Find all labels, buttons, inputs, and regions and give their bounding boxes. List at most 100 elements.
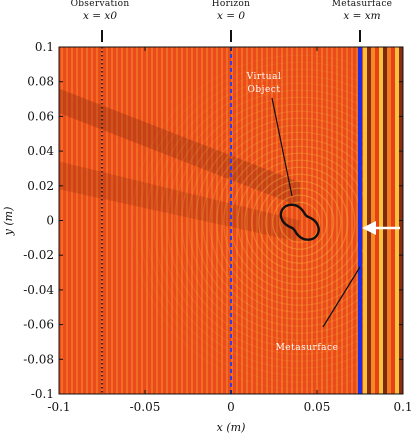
metasurface-leader [322,266,361,328]
virtual-object-leader [271,97,293,197]
wave-stripe [206,47,208,394]
wave-stripe [221,47,223,394]
virtual-object-label-line2: Object [248,85,281,95]
wave-stripe [196,47,198,394]
scatter-ring [258,180,342,264]
scatter-ring [167,89,403,355]
wave-stripe [351,47,353,394]
scatter-ring [181,103,403,341]
scatter-ring [272,194,328,250]
wave-stripe [216,47,218,394]
y-tick-label: 0.08 [27,75,54,89]
wave-stripe [186,47,188,394]
wave-stripe [271,47,273,394]
wave-stripe [91,47,93,394]
wave-stripe [296,47,298,394]
scatter-ring [188,110,403,334]
shadow-beam-upper [59,88,300,207]
virtual-object-label-line1: Virtual [246,72,282,82]
y-tick-label: 0.04 [27,144,54,158]
wave-stripe [336,47,338,394]
scatter-ring [146,68,403,376]
y-axis-label: y (m) [2,207,15,237]
wave-stripe [156,47,158,394]
wave-stripe [71,47,73,394]
transmitted-band [391,47,395,394]
wave-stripe [146,47,148,394]
wave-stripe [181,47,183,394]
wave-stripe [171,47,173,394]
metasurface-annotation: Metasurface [276,343,339,353]
scatter-ring [195,117,403,327]
y-tick-label: -0.04 [23,283,54,297]
wave-stripe [266,47,268,394]
y-tick-label: -0.1 [31,387,54,401]
scatter-ring [244,166,356,278]
scatter-ring [139,61,403,383]
y-tick-label: 0.06 [27,109,54,123]
wave-stripe [141,47,143,394]
wave-stripe [276,47,278,394]
wave-stripe [176,47,178,394]
vertical-markers [101,30,362,394]
wave-stripe [116,47,118,394]
y-tick-label: 0.02 [27,179,54,193]
y-tick-label: 0.1 [35,40,54,54]
wave-stripe [251,47,253,394]
wave-stripe [241,47,243,394]
scatter-ring [160,82,403,362]
wave-stripe [136,47,138,394]
scatter-ring [153,75,403,369]
wave-stripe [76,47,78,394]
observation-subtitle: x = x0 [83,10,117,22]
wave-stripe [261,47,263,394]
wave-stripe [166,47,168,394]
wave-stripe [211,47,213,394]
observation-title: Observation [71,0,130,9]
y-tick-label: 0 [46,214,54,228]
wave-stripe [356,47,358,394]
transmitted-band [367,47,371,394]
metasurface-subtitle: x = xm [343,10,380,22]
wave-stripe [126,47,128,394]
virtual-object-outline [279,203,320,241]
wave-stripe [131,47,133,394]
wave-stripe [326,47,328,394]
transmitted-band [363,47,367,394]
wave-stripe [346,47,348,394]
wave-stripe [201,47,203,394]
wave-stripe [191,47,193,394]
scatter-ring [265,187,335,257]
wave-stripe [246,47,248,394]
horizon-subtitle: x = 0 [217,10,245,22]
transmitted-band [375,47,379,394]
wave-stripe [151,47,153,394]
scatter-ring [132,54,403,390]
y-tick-label: -0.06 [23,318,54,332]
wave-stripe [111,47,113,394]
transmitted-band [383,47,387,394]
wave-stripe [306,47,308,394]
wave-stripe [321,47,323,394]
wave-stripe [256,47,258,394]
wave-stripe [311,47,313,394]
x-tick-label: 0.1 [393,400,412,414]
y-tick-label: -0.08 [23,352,54,366]
x-tick-label: 0.05 [304,400,331,414]
transmitted-band [395,47,399,394]
x-tick-label: -0.1 [47,400,70,414]
incident-arrow-icon [362,221,400,235]
scatter-ring [174,96,403,348]
wave-stripe [86,47,88,394]
wave-stripe [96,47,98,394]
x-tick-label: -0.05 [130,400,161,414]
wave-stripe [291,47,293,394]
horizon-title: Horizon [212,0,251,9]
wave-stripe [66,47,68,394]
wave-stripe [331,47,333,394]
transmitted-band [387,47,391,394]
wave-stripe [106,47,108,394]
x-axis-label: x (m) [217,421,246,434]
wave-stripe [226,47,228,394]
